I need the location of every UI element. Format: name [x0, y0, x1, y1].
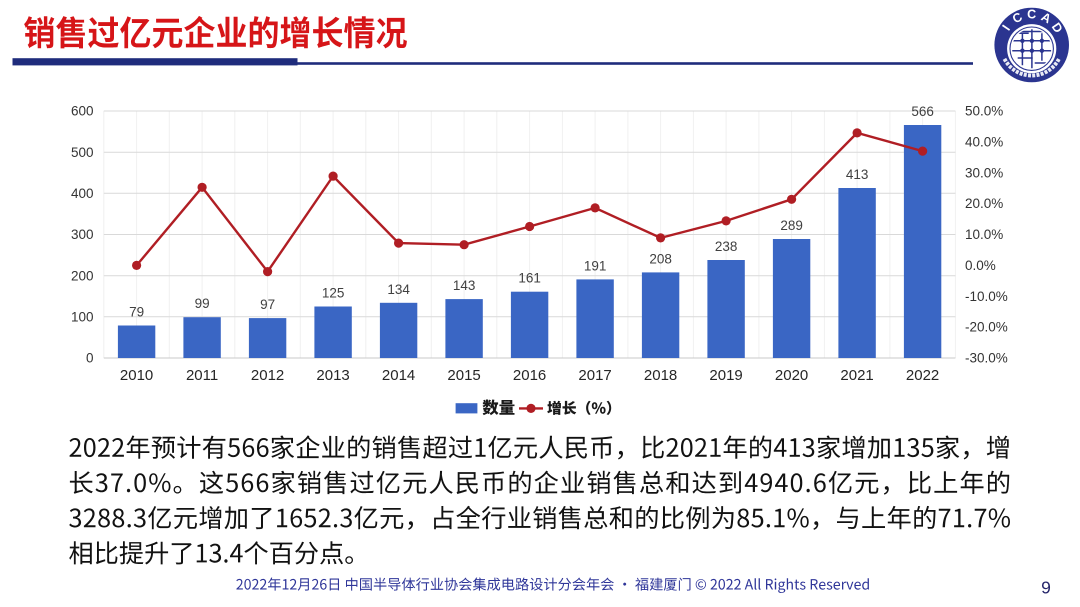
svg-text:191: 191 [584, 258, 607, 273]
svg-text:2018: 2018 [644, 367, 677, 384]
svg-text:10.0%: 10.0% [965, 227, 1003, 242]
svg-text:79: 79 [129, 305, 144, 320]
svg-text:208: 208 [649, 251, 672, 266]
svg-text:2013: 2013 [316, 367, 349, 384]
svg-text:2011: 2011 [186, 367, 218, 384]
svg-text:143: 143 [453, 278, 476, 293]
svg-text:125: 125 [322, 286, 345, 301]
svg-text:566: 566 [911, 104, 934, 119]
svg-text:100: 100 [71, 309, 94, 324]
svg-text:500: 500 [71, 145, 94, 160]
svg-text:30.0%: 30.0% [965, 165, 1003, 180]
svg-text:2015: 2015 [447, 367, 480, 384]
svg-text:2010: 2010 [120, 367, 153, 384]
svg-text:2012: 2012 [251, 367, 284, 384]
svg-text:200: 200 [71, 268, 94, 283]
svg-text:2021: 2021 [840, 367, 873, 384]
svg-text:161: 161 [518, 271, 541, 286]
svg-text:2016: 2016 [513, 367, 546, 384]
svg-text:40.0%: 40.0% [965, 135, 1003, 150]
svg-text:600: 600 [71, 104, 94, 119]
svg-text:2019: 2019 [709, 367, 742, 384]
svg-text:99: 99 [195, 296, 210, 311]
svg-text:2022: 2022 [906, 367, 939, 384]
svg-text:50.0%: 50.0% [965, 104, 1003, 119]
svg-text:289: 289 [780, 218, 803, 233]
svg-text:238: 238 [715, 239, 738, 254]
svg-text:-20.0%: -20.0% [965, 320, 1008, 335]
svg-text:0.0%: 0.0% [965, 258, 996, 273]
svg-text:400: 400 [71, 186, 94, 201]
svg-text:0: 0 [86, 351, 94, 366]
svg-text:2014: 2014 [382, 367, 415, 384]
svg-text:20.0%: 20.0% [965, 196, 1003, 211]
svg-text:I: I [1000, 23, 1014, 34]
svg-text:C: C [1027, 7, 1036, 21]
svg-text:97: 97 [260, 297, 275, 312]
svg-text:300: 300 [71, 227, 94, 242]
svg-text:9: 9 [1041, 578, 1051, 598]
svg-text:134: 134 [387, 282, 410, 297]
svg-text:2017: 2017 [578, 367, 611, 384]
svg-text:-10.0%: -10.0% [965, 289, 1008, 304]
svg-text:2020: 2020 [775, 367, 808, 384]
svg-text:-30.0%: -30.0% [965, 351, 1008, 366]
svg-text:413: 413 [846, 167, 869, 182]
